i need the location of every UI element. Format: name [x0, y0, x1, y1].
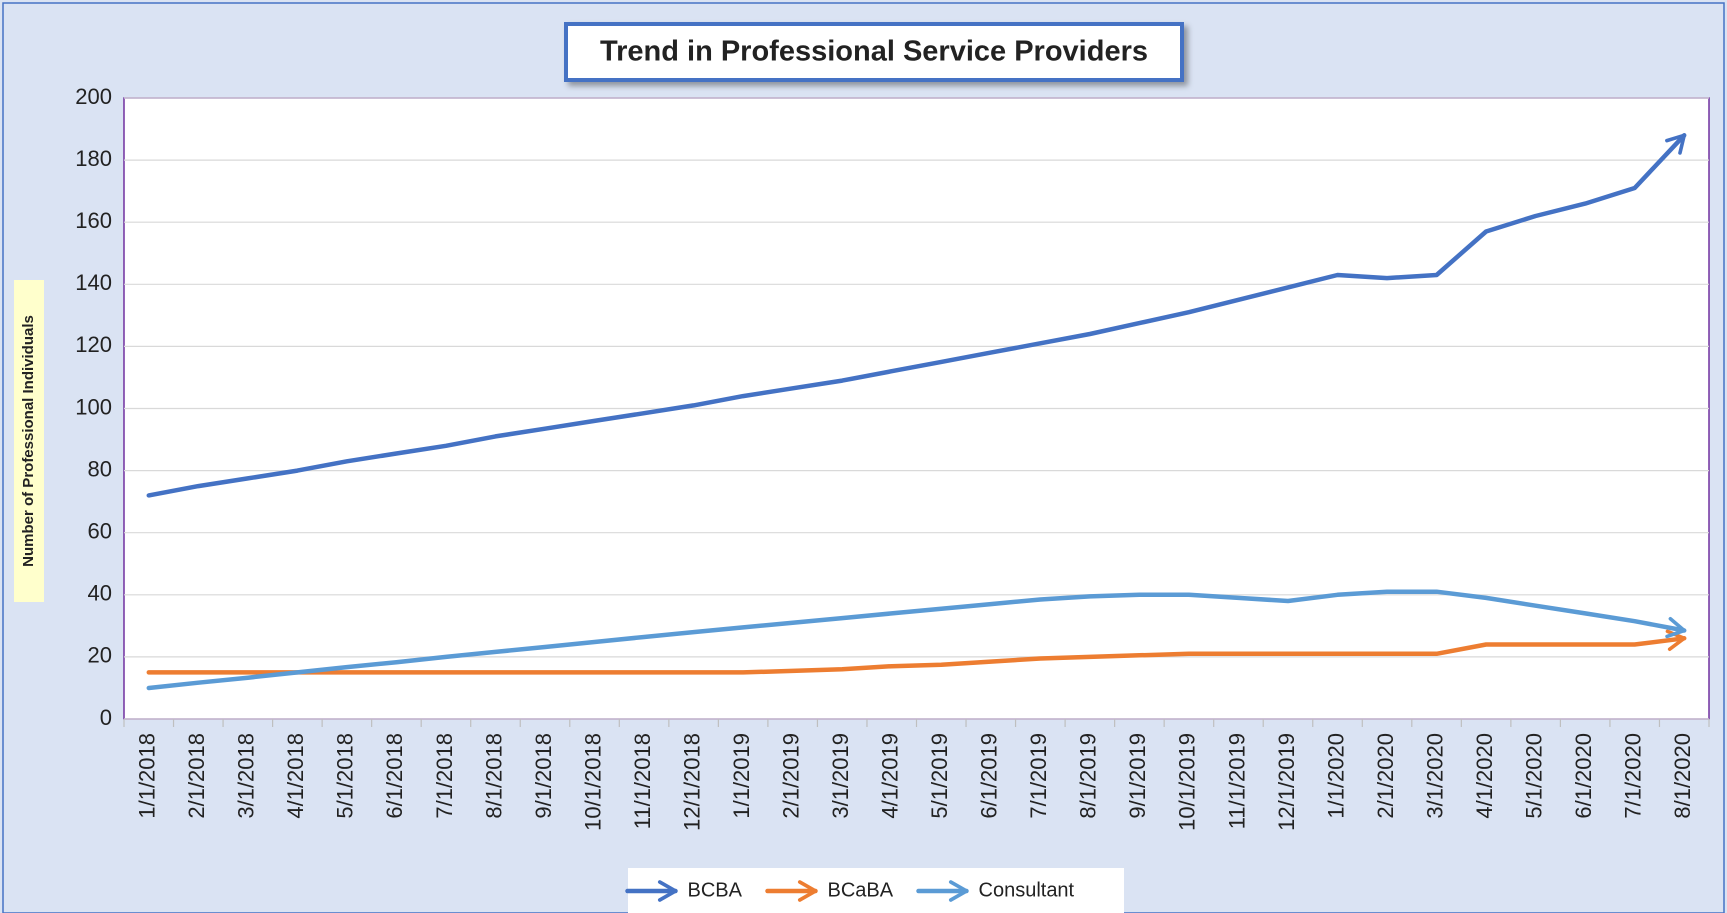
series-line [146, 589, 1687, 691]
x-tick-label: 2/1/2019 [778, 733, 803, 819]
x-tick-label: 11/1/2019 [1224, 733, 1249, 829]
x-tick-label: 7/1/2019 [1026, 733, 1051, 819]
x-tick-label: 12/1/2018 [679, 733, 704, 831]
x-tick-label: 7/1/2020 [1621, 733, 1646, 819]
x-tick-label: 5/1/2020 [1521, 733, 1546, 819]
y-tick-label: 40 [88, 581, 112, 606]
y-tick-label: 180 [75, 146, 112, 171]
x-tick-label: 8/1/2018 [481, 733, 506, 819]
series-line [146, 133, 1687, 498]
x-tick-label: 5/1/2018 [333, 733, 358, 819]
x-tick-label: 4/1/2020 [1472, 733, 1497, 819]
x-tick-label: 1/1/2018 [135, 733, 160, 819]
x-tick-label: 9/1/2019 [1125, 733, 1150, 819]
x-tick-label: 8/1/2019 [1076, 733, 1101, 819]
x-tick-label: 10/1/2018 [580, 733, 605, 831]
y-tick-label: 160 [75, 208, 112, 233]
x-tick-label: 10/1/2019 [1175, 733, 1200, 831]
x-tick-label: 5/1/2019 [927, 733, 952, 819]
legend-box [628, 868, 1124, 913]
legend-label: BCaBA [828, 879, 894, 901]
x-tick-label: 1/1/2020 [1323, 733, 1348, 819]
x-tick-label: 3/1/2020 [1422, 733, 1447, 819]
x-tick-label: 7/1/2018 [432, 733, 457, 819]
x-tick-label: 6/1/2018 [382, 733, 407, 819]
y-tick-label: 20 [88, 643, 112, 668]
x-tick-label: 3/1/2019 [828, 733, 853, 819]
x-tick-label: 2/1/2018 [184, 733, 209, 819]
series-line [146, 629, 1687, 675]
x-tick-label: 1/1/2019 [729, 733, 754, 819]
y-tick-label: 0 [100, 705, 112, 730]
y-tick-label: 140 [75, 270, 112, 295]
x-tick-label: 4/1/2018 [283, 733, 308, 819]
x-tick-label: 2/1/2020 [1373, 733, 1398, 819]
y-tick-label: 80 [88, 456, 112, 481]
y-tick-label: 60 [88, 519, 112, 544]
x-tick-label: 3/1/2018 [234, 733, 259, 819]
chart-title: Trend in Professional Service Providers [600, 36, 1148, 68]
x-tick-label: 6/1/2020 [1571, 733, 1596, 819]
legend-label: BCBA [688, 879, 743, 901]
x-tick-label: 9/1/2018 [531, 733, 556, 819]
y-tick-label: 200 [75, 84, 112, 109]
x-tick-label: 4/1/2019 [878, 733, 903, 819]
y-axis-label: Number of Professional Individuals [20, 315, 37, 567]
y-tick-label: 120 [75, 332, 112, 357]
y-label-box [14, 280, 44, 602]
y-tick-label: 100 [75, 394, 112, 419]
legend-label: Consultant [979, 879, 1075, 901]
x-tick-label: 11/1/2018 [630, 733, 655, 829]
x-tick-label: 12/1/2019 [1274, 733, 1299, 831]
x-tick-label: 6/1/2019 [977, 733, 1002, 819]
x-tick-label: 8/1/2020 [1670, 733, 1695, 819]
title-box [564, 22, 1184, 82]
